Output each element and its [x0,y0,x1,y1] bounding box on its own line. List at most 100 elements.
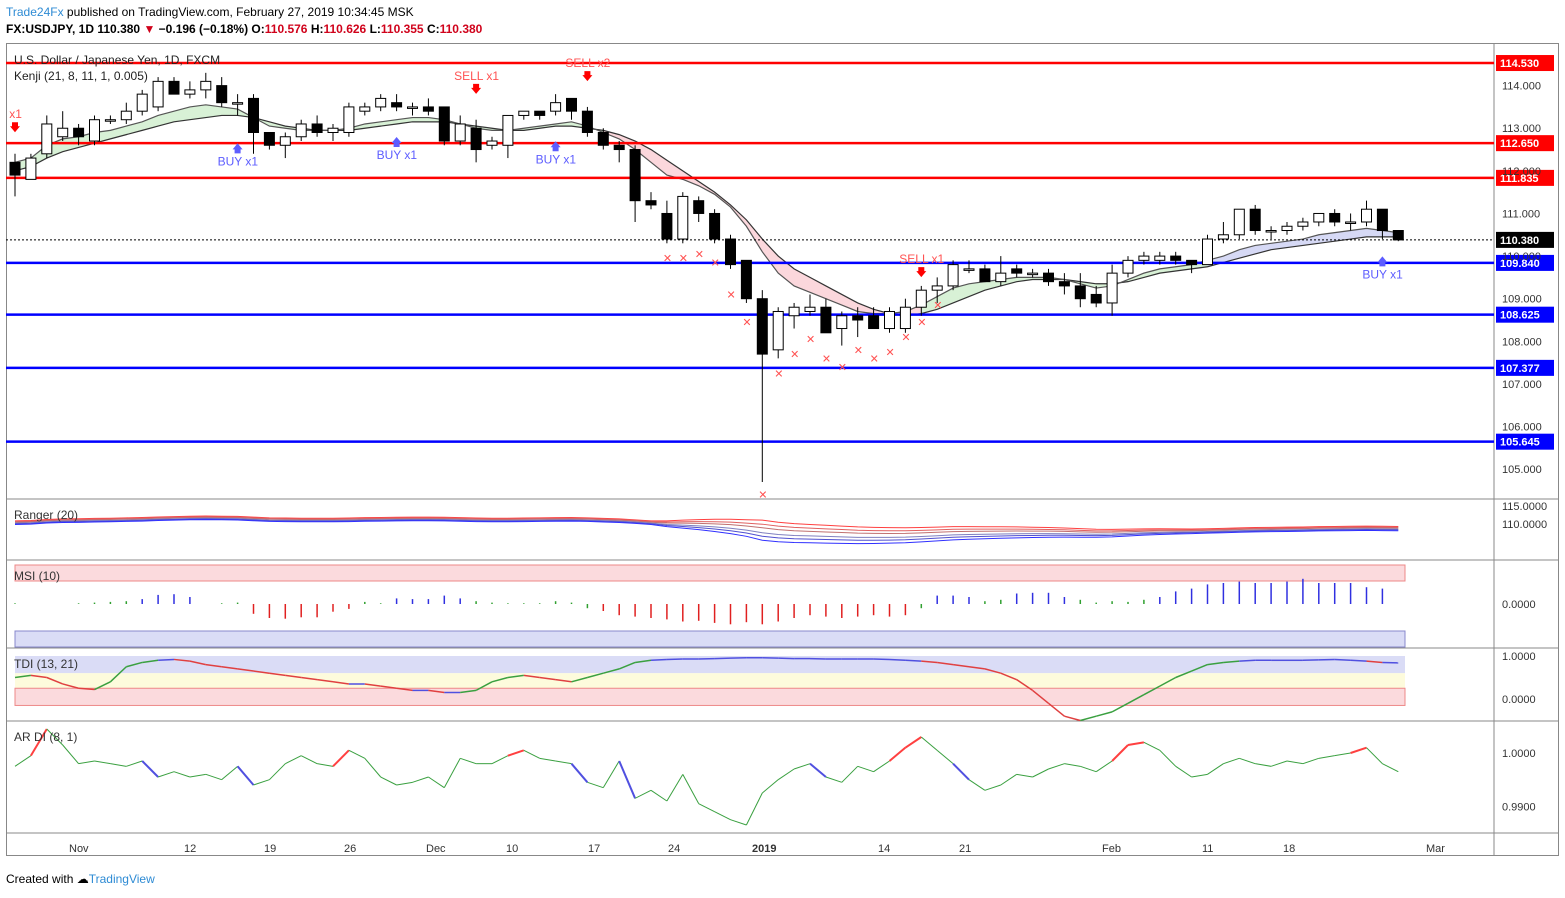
open-label: O: [251,22,265,36]
ardi-line-segment [952,762,970,781]
tdi-line-segment [189,660,206,666]
level-tag [1496,306,1554,323]
ardi-line-segment [1048,763,1065,770]
ardi-line-segment [78,760,95,765]
candle-body [486,140,498,146]
price-tick-label: 114.000 [1502,81,1541,93]
candle-body [947,264,959,287]
tdi-line-segment [1016,679,1034,692]
candle-body [677,195,689,240]
ardi-line-segment [682,774,700,804]
tdi-line-segment [14,674,32,679]
candle-body [661,212,673,240]
tradingview-link[interactable]: TradingView [88,872,155,886]
ardi-line-segment [332,749,350,768]
candle-body [454,123,466,142]
ardi-line-segment [1382,763,1399,773]
candle-body [168,80,180,95]
tdi-line-segment [1159,676,1177,687]
ardi-line-segment [491,755,509,765]
ardi-line-segment [587,781,604,789]
symbol-label: FX:USDJPY, 1D [6,22,95,36]
candle-body [1027,272,1039,276]
ardi-line-segment [968,779,986,791]
ardi-line-segment [523,749,540,759]
sell-signal-label: LL x1 [6,107,22,121]
tdi-line-segment [30,674,47,679]
ardi-line-segment [602,760,620,788]
buy-signal-label: BUY x1 [1362,267,1403,281]
ardi-line-segment [1350,746,1367,754]
ardi-line-segment [221,765,238,781]
candle-body [279,136,291,146]
ardi-line-segment [1095,760,1113,773]
sell-x-marker: ✕ [870,353,879,365]
candle-body [1138,255,1150,261]
tdi-line-segment [221,666,238,670]
chart-canvas[interactable]: 114.530 112.650 111.835 109.840 108.625 107.3… [6,43,1559,863]
tdi-line-segment [158,658,175,662]
tdi-line-segment [94,681,111,691]
candle-body [836,315,848,330]
tdi-line-segment [1350,659,1367,662]
level-price-label: 105.645 [1500,437,1540,449]
sell-x-marker: ✕ [695,249,704,261]
candle-body [581,110,593,133]
ardi-line-segment [205,773,222,781]
candle-body [629,149,641,202]
candle-body [232,102,244,105]
buy-arrow-icon [550,141,561,152]
ardi-line-segment [94,760,111,765]
tradingview-logo-icon: ☁ [76,872,89,886]
chart-header: Trade24Fx published on TradingView.com, … [6,4,482,38]
level-tag [1496,135,1554,152]
kenji-slow-line [14,114,1399,317]
sell-x-marker: ✕ [933,300,942,312]
change-value: −0.196 (−0.18%) [158,22,249,36]
created-with-text: Created with [6,872,74,886]
ardi-line-segment [793,763,811,770]
ardi-line-segment [443,758,461,788]
sell-x-marker: ✕ [854,345,863,357]
time-tick-label: 19 [264,843,276,855]
buy-signal-label: BUY x1 [377,148,418,162]
ardi-line-segment [460,757,477,765]
level-price-label: 112.650 [1500,138,1539,150]
ardi-line-segment [1143,741,1161,751]
ranger-band-line [14,516,1399,534]
tdi-line-segment [1191,663,1208,672]
buy-arrow-icon [391,137,402,148]
candle-body [1329,212,1341,223]
publisher-name[interactable]: Trade24Fx [6,5,64,19]
ardi-line-segment [253,779,270,786]
ardi-line-segment [920,736,938,751]
price-tick-label: 106.000 [1502,422,1542,434]
ardi-line-segment [1159,749,1177,767]
ardi-line-segment [714,811,731,821]
tdi-line-segment [1064,715,1081,722]
candle-body [391,102,403,108]
kenji-cloud [921,260,1208,314]
ardi-line-segment [841,765,859,783]
candle-body [120,110,132,121]
sell-x-marker: ✕ [917,317,926,329]
candle-body [184,89,196,95]
ardi-line-segment [1127,741,1145,746]
candle-body [1313,212,1325,223]
candle-body [1186,259,1198,266]
level-price-label: 107.377 [1500,363,1540,375]
candle-body [725,238,736,266]
ardi-line-segment [236,765,255,786]
candle-body [343,106,355,133]
candle-body [979,268,991,283]
price-tick-label: 108.000 [1502,336,1542,348]
level-price-label: 111.835 [1500,173,1539,185]
buy-signal-label: BUY x1 [536,152,577,166]
time-tick-label: Nov [69,843,89,855]
ardi-line-segment [888,746,907,762]
ardi-line-segment [269,763,286,781]
tdi-lower-zone [14,687,1406,706]
candle-body [1106,272,1118,304]
ardi-line-segment [618,760,637,799]
candle-body [804,306,816,312]
